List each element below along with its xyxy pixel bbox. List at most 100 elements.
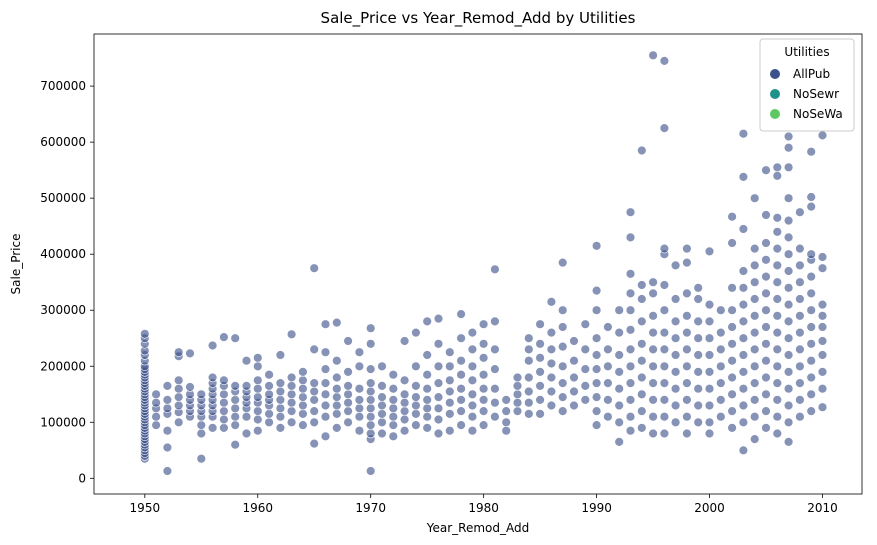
data-point — [422, 423, 432, 433]
data-point — [783, 333, 794, 343]
data-point — [625, 412, 636, 422]
data-point — [682, 288, 692, 299]
data-point — [749, 327, 760, 338]
data-point — [761, 423, 771, 433]
data-point — [817, 130, 828, 141]
data-point — [388, 395, 398, 405]
data-point — [591, 350, 602, 360]
data-point — [286, 329, 297, 339]
data-point — [806, 201, 816, 212]
data-point — [445, 375, 455, 385]
data-point — [569, 356, 579, 366]
data-point — [174, 417, 184, 427]
data-point — [569, 336, 579, 346]
data-point — [749, 260, 760, 271]
data-point — [433, 414, 444, 425]
data-point — [806, 305, 816, 315]
data-point — [196, 389, 207, 399]
y-axis: 0 100000 200000 300000 400000 500000 600000 700… — [40, 79, 94, 485]
data-point — [253, 353, 263, 363]
data-point — [659, 305, 670, 315]
data-point — [456, 309, 466, 319]
data-point — [648, 344, 658, 355]
data-point — [670, 316, 681, 327]
data-point — [332, 372, 342, 383]
data-point — [738, 445, 749, 455]
data-point — [648, 288, 658, 299]
data-point — [445, 386, 455, 397]
data-point — [693, 417, 703, 427]
data-point — [772, 378, 782, 388]
data-point — [253, 361, 263, 371]
data-point — [727, 372, 737, 383]
data-point — [320, 378, 331, 388]
data-point — [298, 367, 308, 377]
data-point — [174, 384, 184, 394]
data-point — [422, 395, 432, 405]
data-point — [309, 263, 319, 273]
data-point — [716, 378, 726, 388]
data-point — [399, 398, 410, 408]
data-point — [366, 403, 376, 413]
data-point — [445, 398, 455, 408]
data-point — [546, 344, 557, 355]
data-point — [354, 361, 365, 371]
data-point — [467, 412, 478, 422]
data-point — [399, 389, 410, 399]
data-point — [275, 350, 286, 360]
data-point — [637, 356, 647, 366]
data-point — [546, 327, 557, 338]
data-point — [366, 466, 376, 476]
data-point — [275, 412, 286, 422]
data-point — [625, 344, 636, 355]
data-point — [795, 311, 805, 321]
data-point — [783, 162, 794, 173]
data-point — [411, 361, 421, 371]
data-point — [377, 381, 387, 391]
data-point — [309, 395, 319, 405]
legend-title: Utilities — [784, 45, 829, 59]
data-point — [535, 367, 545, 377]
data-point — [253, 426, 263, 436]
y-tick-label: 0 — [78, 471, 86, 485]
data-point — [467, 361, 478, 371]
data-point — [761, 210, 771, 220]
data-point — [264, 389, 274, 399]
data-point — [772, 260, 782, 271]
data-point — [207, 423, 218, 433]
data-point — [659, 361, 670, 371]
data-point — [772, 171, 782, 181]
data-point — [535, 395, 545, 405]
data-point — [219, 332, 229, 342]
data-point — [749, 412, 760, 422]
data-point — [637, 145, 647, 156]
data-point — [591, 378, 602, 388]
data-point — [140, 329, 150, 339]
data-point — [783, 249, 794, 259]
y-tick-label: 400000 — [40, 247, 86, 261]
data-point — [761, 339, 771, 349]
data-point — [309, 386, 319, 397]
x-tick-label: 1960 — [242, 501, 273, 515]
data-point — [761, 271, 771, 282]
data-point — [727, 212, 737, 222]
data-point — [659, 344, 670, 355]
data-point — [490, 344, 500, 355]
data-point — [332, 356, 342, 366]
data-point — [524, 409, 534, 419]
data-point — [704, 428, 715, 439]
data-point — [411, 392, 421, 402]
data-point — [512, 381, 523, 391]
data-point — [456, 384, 466, 394]
data-point — [704, 316, 715, 327]
data-point — [490, 364, 500, 374]
data-point — [286, 417, 297, 427]
data-point — [275, 395, 286, 405]
data-point — [264, 381, 274, 391]
y-tick-label: 200000 — [40, 359, 86, 373]
data-point — [343, 367, 353, 377]
data-point — [727, 283, 737, 293]
data-point — [682, 412, 692, 422]
data-point — [569, 386, 579, 397]
y-tick-label: 300000 — [40, 303, 86, 317]
